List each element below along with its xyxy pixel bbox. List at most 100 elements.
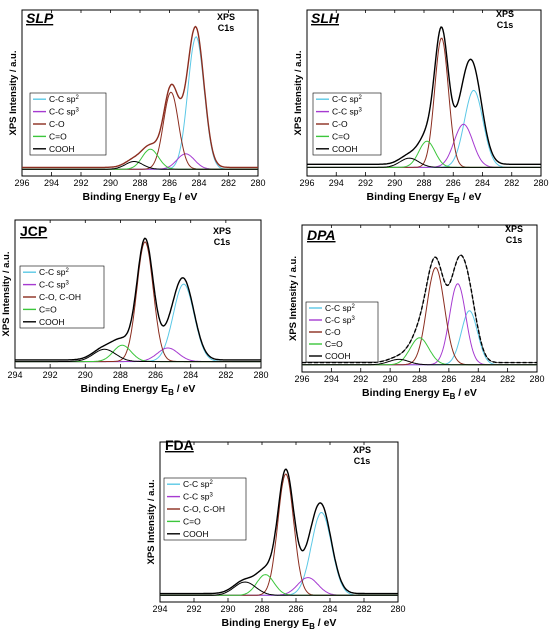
x-axis-title: Binding Energy EB / eV — [362, 387, 477, 401]
peak-curves — [22, 25, 258, 170]
legend-entry: C-O — [332, 119, 348, 129]
legend-entry: COOH — [325, 351, 351, 361]
x-tick-label: 290 — [103, 178, 118, 188]
x-tick-label: 290 — [78, 370, 93, 380]
x-tick-label: 292 — [186, 604, 201, 614]
x-tick-label: 292 — [353, 374, 368, 384]
legend: C-C sp2 C-C sp3 C-O, C-OH C=O COOH — [163, 477, 247, 541]
envelope-curve — [160, 468, 398, 595]
y-axis-title: XPS Intensity / a.u. — [8, 51, 19, 136]
plot-frame — [14, 219, 262, 369]
x-tick-label: 296 — [299, 178, 314, 188]
panel-title: FDA — [165, 437, 194, 453]
x-tick-label: 288 — [254, 604, 269, 614]
legend-entry: C-C sp3 — [183, 492, 213, 502]
legend-entry: C-C sp2 — [49, 94, 79, 104]
x-tick-label: 284 — [471, 374, 486, 384]
series-c-o — [15, 344, 261, 363]
panel-title: JCP — [20, 223, 47, 239]
x-tick-label: 282 — [356, 604, 371, 614]
legend-entry: C-C sp2 — [325, 303, 355, 313]
region-label: XPS — [353, 445, 371, 455]
x-tick-label: 282 — [504, 178, 519, 188]
x-tick-label: 286 — [288, 604, 303, 614]
x-tick-label: 284 — [322, 604, 337, 614]
x-tick-label: 282 — [500, 374, 515, 384]
y-axis-title: XPS Intensity / a.u. — [146, 480, 157, 565]
legend-entry: C-O — [49, 119, 65, 129]
region-label: C1s — [506, 235, 523, 245]
y-axis-title: XPS Intensity / a.u. — [288, 256, 299, 341]
envelope-curve — [22, 25, 258, 169]
peak-curves — [160, 468, 398, 596]
region-label: XPS — [213, 226, 231, 236]
panel-slh: 296 294 292 290 288 286 284 282 280 C-C sp2 C-C sp… — [293, 9, 549, 205]
y-axis-title: XPS Intensity / a.u. — [293, 51, 304, 136]
region-label: C1s — [497, 20, 514, 30]
series-cooh — [302, 358, 537, 366]
x-axis-title: Binding Energy EB / eV — [81, 383, 196, 397]
legend-entry: C-O, C-OH — [183, 504, 225, 514]
legend-entry: C-C sp2 — [183, 479, 213, 489]
series-c-c-sp3 — [160, 577, 398, 596]
x-tick-label: 286 — [441, 374, 456, 384]
x-tick-label: 294 — [44, 178, 59, 188]
series-cooh — [307, 157, 541, 168]
x-tick-label: 284 — [183, 370, 198, 380]
x-tick-label: 286 — [446, 178, 461, 188]
x-tick-label: 290 — [387, 178, 402, 188]
legend-entry: COOH — [332, 144, 358, 154]
x-tick-label: 296 — [294, 374, 309, 384]
x-tick-label: 280 — [533, 178, 548, 188]
legend-entry: C=O — [49, 131, 67, 141]
x-tick-label: 294 — [152, 604, 167, 614]
series-cooh — [160, 581, 398, 596]
panel-title: SLP — [26, 10, 54, 26]
legend: C-C sp2 C-C sp3 C-O C=O COOH — [305, 301, 379, 363]
legend-entry: C=O — [325, 339, 343, 349]
x-tick-label: 294 — [329, 178, 344, 188]
series-cooh — [15, 348, 261, 363]
x-tick-label: 280 — [390, 604, 405, 614]
legend-entry: C=O — [39, 304, 57, 314]
x-tick-label: 290 — [220, 604, 235, 614]
x-tick-label: 280 — [253, 370, 268, 380]
legend-entry: C-C sp3 — [49, 107, 79, 117]
region-label: C1s — [354, 456, 371, 466]
x-tick-label: 286 — [162, 178, 177, 188]
x-tick-label: 284 — [475, 178, 490, 188]
x-axis-title: Binding Energy EB / eV — [222, 617, 337, 631]
region-label: C1s — [218, 23, 235, 33]
x-tick-label: 284 — [191, 178, 206, 188]
x-tick-label: 288 — [132, 178, 147, 188]
x-tick-label: 280 — [250, 178, 265, 188]
panel-title: DPA — [307, 227, 336, 243]
legend-entry: C-O — [325, 327, 341, 337]
series-cooh — [22, 161, 258, 170]
legend-entry: C-C sp3 — [332, 107, 362, 117]
region-label: XPS — [496, 9, 514, 19]
legend-entry: C-O, C-OH — [39, 292, 81, 302]
x-tick-label: 282 — [218, 370, 233, 380]
x-tick-label: 288 — [416, 178, 431, 188]
legend-entry: C-C sp3 — [39, 280, 69, 290]
x-tick-label: 282 — [221, 178, 236, 188]
legend-entry: C=O — [183, 516, 201, 526]
x-tick-label: 288 — [412, 374, 427, 384]
legend-entry: COOH — [49, 144, 75, 154]
legend-entry: C-C sp2 — [332, 94, 362, 104]
envelope-curve — [15, 237, 261, 361]
region-label: XPS — [217, 12, 235, 22]
legend-entry: C-C sp3 — [325, 315, 355, 325]
legend-entry: COOH — [183, 529, 209, 539]
x-tick-label: 292 — [358, 178, 373, 188]
peak-curves — [307, 26, 541, 168]
x-tick-label: 294 — [7, 370, 22, 380]
x-tick-label: 294 — [324, 374, 339, 384]
legend: C-C sp2 C-C sp3 C-O C=O COOH — [29, 92, 107, 156]
x-tick-label: 290 — [383, 374, 398, 384]
x-axis-title: Binding Energy EB / eV — [83, 191, 198, 205]
